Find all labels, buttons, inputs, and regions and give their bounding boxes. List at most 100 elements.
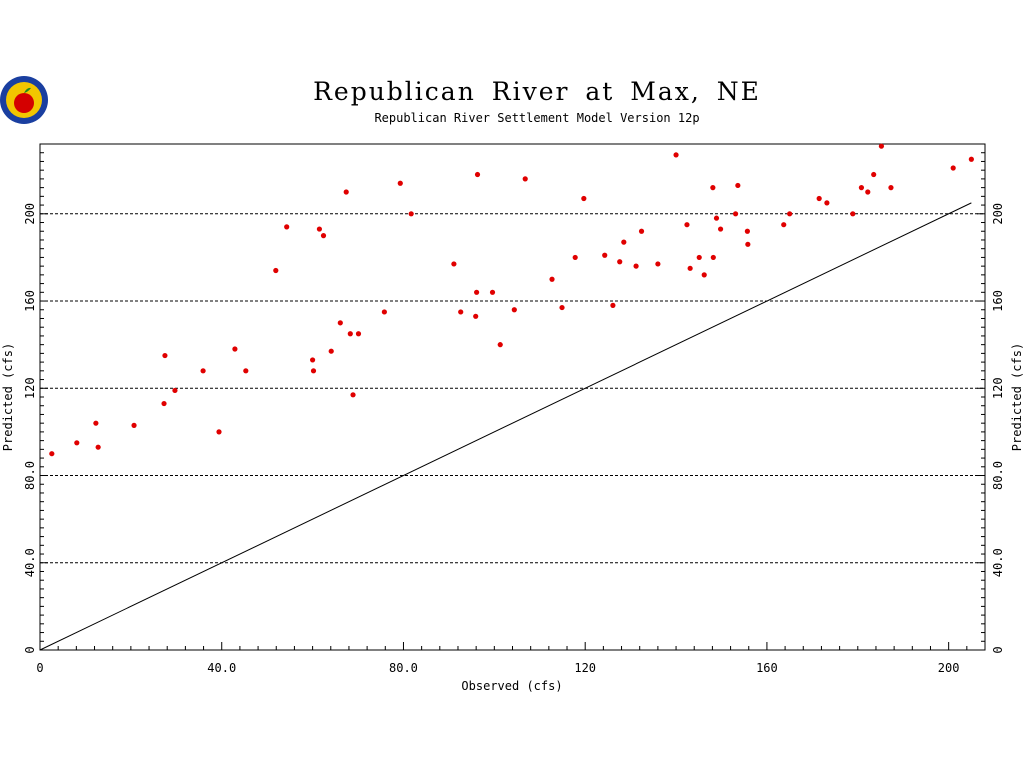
data-point	[511, 307, 517, 313]
data-point	[655, 261, 661, 267]
minor-ticks	[40, 152, 985, 650]
data-point	[732, 211, 739, 217]
y-tick-label-left: 40.0	[23, 548, 37, 577]
data-point	[950, 165, 956, 171]
y-tick-label-right: 200	[991, 203, 1005, 225]
data-point	[131, 422, 137, 428]
data-point	[216, 429, 222, 435]
y-tick-label-left: 200	[23, 203, 37, 225]
data-point	[489, 289, 496, 295]
data-point	[858, 185, 865, 191]
data-point	[451, 261, 457, 267]
data-point	[350, 392, 356, 398]
data-point	[816, 195, 822, 202]
data-point	[787, 211, 793, 217]
data-point	[549, 276, 555, 282]
data-point	[316, 226, 323, 232]
data-point	[309, 357, 316, 363]
data-point	[735, 182, 741, 189]
data-point	[633, 263, 639, 269]
data-point	[93, 420, 99, 426]
plot-frame	[39, 143, 986, 651]
chart-subtitle: Republican River Settlement Model Versio…	[374, 111, 699, 125]
logo-apple	[14, 93, 34, 113]
data-point	[701, 272, 707, 278]
data-point	[878, 143, 885, 149]
data-point	[602, 252, 608, 258]
data-point	[621, 239, 627, 245]
data-point	[710, 254, 716, 261]
data-point	[610, 302, 616, 308]
data-point	[200, 368, 206, 374]
data-point	[684, 222, 690, 228]
data-point	[673, 152, 679, 158]
data-point	[572, 254, 578, 261]
grid-lines	[40, 213, 985, 564]
x-tick-label: 0	[36, 661, 43, 675]
x-tick-label: 80.0	[389, 661, 418, 675]
data-point	[320, 233, 327, 239]
data-point	[381, 309, 387, 315]
y-axis-label-right: Predicted (cfs)	[1010, 343, 1024, 451]
y-tick-label-left: 160	[23, 290, 37, 312]
y-tick-label-right: 160	[991, 290, 1005, 312]
logo-leaf	[24, 87, 31, 93]
data-point	[347, 331, 353, 337]
y-tick-label-left: 80.0	[23, 461, 37, 490]
data-point	[355, 331, 362, 337]
data-point	[49, 451, 55, 457]
data-points	[49, 143, 974, 457]
data-point	[162, 352, 168, 359]
x-tick-label: 200	[938, 661, 960, 675]
data-point	[473, 313, 479, 319]
major-ticks	[39, 213, 985, 651]
data-point	[310, 368, 317, 374]
one-to-one-line	[39, 202, 972, 651]
x-tick-label: 160	[756, 661, 778, 675]
data-point	[745, 241, 751, 247]
data-point	[343, 189, 349, 195]
x-axis-label: Observed (cfs)	[461, 679, 562, 693]
y-axis-label-left: Predicted (cfs)	[1, 343, 15, 451]
y-tick-label-left: 0	[23, 646, 37, 653]
x-tick-label: 40.0	[207, 661, 236, 675]
data-point	[687, 265, 693, 271]
data-point	[232, 346, 238, 352]
x-tick-label: 120	[574, 661, 596, 675]
data-point	[781, 222, 787, 228]
data-point	[581, 195, 587, 202]
data-point	[397, 180, 403, 186]
data-point	[710, 185, 716, 191]
chart-title: Republican River at Max, NE	[313, 77, 761, 106]
data-point	[161, 400, 167, 407]
data-point	[713, 215, 720, 221]
data-point	[559, 304, 565, 311]
data-point	[824, 200, 830, 206]
data-point	[888, 185, 894, 191]
data-point	[172, 387, 178, 394]
data-point	[744, 228, 750, 234]
data-point	[284, 224, 290, 230]
data-point	[458, 309, 464, 315]
data-point	[850, 211, 856, 217]
data-point	[243, 368, 249, 374]
data-point	[522, 176, 528, 182]
y-tick-label-left: 120	[23, 377, 37, 399]
data-point	[74, 440, 80, 446]
data-point	[617, 259, 623, 265]
data-point	[717, 226, 724, 232]
data-point	[871, 171, 877, 178]
data-point	[328, 348, 334, 354]
data-point	[474, 289, 480, 295]
data-point	[696, 254, 702, 261]
tick-labels: 0 40.0 80.0 120 160 200 0 0 40.0 40.0 80.0 80.0 120 1…	[23, 203, 1005, 675]
data-point	[638, 228, 645, 234]
y-tick-label-right: 0	[991, 646, 1005, 653]
data-point	[474, 171, 481, 178]
data-point	[337, 320, 343, 326]
data-point	[95, 444, 101, 450]
y-tick-label-right: 120	[991, 377, 1005, 399]
apple-seal-logo	[0, 76, 48, 124]
data-point	[497, 342, 503, 348]
